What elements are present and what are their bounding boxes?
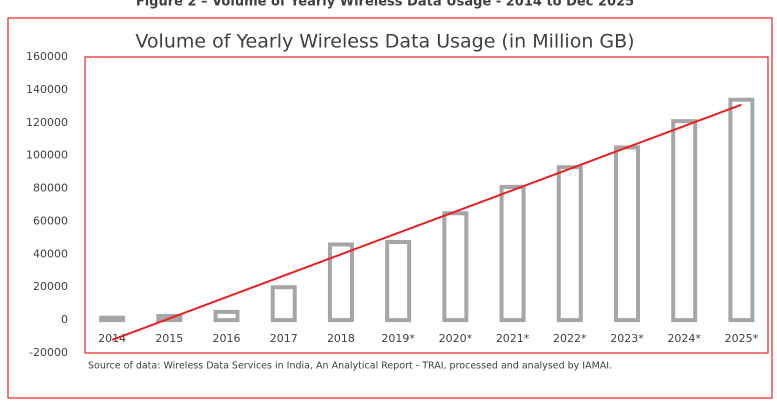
trendline bbox=[111, 103, 742, 341]
x-tick-label: 2016 bbox=[213, 332, 241, 345]
bar bbox=[499, 184, 526, 323]
y-tick-label: 120000 bbox=[26, 116, 68, 129]
x-tick-label: 2022* bbox=[553, 332, 587, 345]
x-tick-label: 2023* bbox=[610, 332, 644, 345]
x-tick-label: 2019* bbox=[381, 332, 415, 345]
y-tick-label: 80000 bbox=[33, 182, 68, 195]
chart-title: Volume of Yearly Wireless Data Usage (in… bbox=[135, 31, 634, 53]
bar bbox=[442, 211, 469, 323]
bar bbox=[728, 97, 755, 323]
x-tick-label: 2020* bbox=[439, 332, 473, 345]
bar bbox=[213, 309, 240, 323]
x-tick-label: 2014 bbox=[98, 332, 126, 345]
y-tick-label: -20000 bbox=[29, 346, 68, 359]
y-tick-label: 140000 bbox=[26, 83, 68, 96]
x-tick-label: 2025* bbox=[725, 332, 759, 345]
source-note: Source of data: Wireless Data Services i… bbox=[88, 361, 612, 372]
figure-caption: Figure 2 – Volume of Yearly Wireless Dat… bbox=[136, 0, 634, 10]
bar bbox=[671, 119, 698, 323]
x-tick-label: 2024* bbox=[667, 332, 701, 345]
bar bbox=[327, 242, 354, 323]
y-tick-label: 20000 bbox=[33, 280, 68, 293]
bar bbox=[270, 285, 297, 323]
x-tick-label: 2018 bbox=[327, 332, 355, 345]
y-tick-label: 100000 bbox=[26, 149, 68, 162]
y-tick-label: 0 bbox=[61, 313, 68, 326]
outer-border bbox=[7, 17, 773, 399]
x-tick-label: 2017 bbox=[270, 332, 298, 345]
bar bbox=[385, 240, 412, 323]
bar bbox=[556, 165, 583, 323]
x-tick-label: 2015 bbox=[155, 332, 183, 345]
bar bbox=[613, 145, 640, 323]
y-tick-label: 40000 bbox=[33, 247, 68, 260]
plot-border bbox=[84, 56, 769, 354]
y-tick-label: 60000 bbox=[33, 214, 68, 227]
y-tick-label: 160000 bbox=[26, 50, 68, 63]
x-tick-label: 2021* bbox=[496, 332, 530, 345]
bar bbox=[99, 315, 126, 323]
